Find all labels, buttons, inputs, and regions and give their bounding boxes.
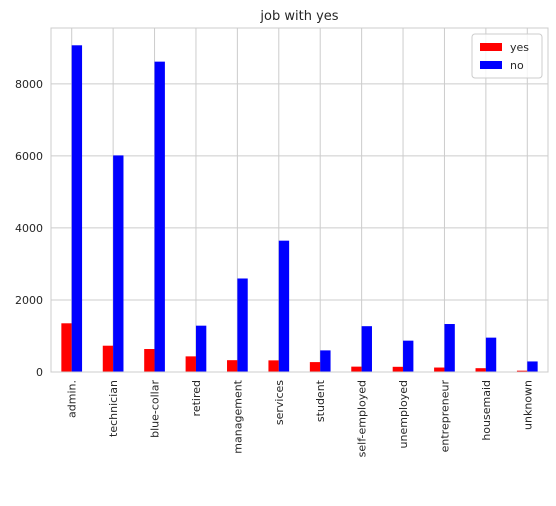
bar-no (237, 278, 248, 372)
bar-yes (102, 345, 114, 372)
x-tick-label: technician (107, 380, 120, 437)
bar-yes (475, 368, 486, 372)
legend-label-no: no (510, 59, 524, 72)
bar-no (71, 45, 83, 373)
bars (61, 45, 538, 373)
y-tick-label: 6000 (15, 150, 43, 163)
bar-no (444, 324, 455, 372)
x-tick-label: services (273, 380, 286, 425)
x-axis-ticks: admin. technician blue-collar retired manage… (66, 379, 535, 457)
plot-frame (50, 27, 549, 373)
x-tick-label: entrepreneur (438, 380, 451, 453)
bar-yes (185, 356, 196, 372)
legend: yes no (471, 33, 543, 79)
legend-label-yes: yes (510, 41, 529, 54)
y-axis-ticks: 0 2000 4000 6000 8000 (15, 78, 43, 379)
bar-no (195, 325, 207, 372)
bar-no (113, 155, 124, 372)
bar-yes (144, 349, 155, 372)
bar-no (527, 361, 538, 372)
x-tick-label: admin. (66, 380, 79, 418)
legend-swatch-yes (480, 43, 502, 51)
chart-title: job with yes (259, 9, 338, 24)
x-tick-label: unknown (521, 380, 534, 430)
x-tick-label: self-employed (356, 380, 369, 457)
x-tick-label: student (314, 379, 327, 422)
legend-swatch-no (480, 61, 502, 69)
bar-yes (516, 370, 528, 372)
bar-yes (351, 366, 362, 372)
bar-no (485, 337, 497, 372)
x-tick-label: blue-collar (149, 380, 162, 438)
y-tick-label: 8000 (15, 78, 43, 91)
bar-no (361, 326, 372, 372)
y-tick-label: 4000 (15, 222, 43, 235)
bar-yes (268, 360, 279, 372)
bar-no (278, 240, 290, 372)
bar-yes (227, 360, 238, 372)
bar-yes (61, 323, 72, 372)
bar-no (403, 340, 414, 372)
y-tick-label: 2000 (15, 294, 43, 307)
x-tick-label: housemaid (480, 380, 493, 441)
legend-box (471, 33, 543, 79)
x-tick-label: management (231, 379, 244, 453)
x-tick-label: unemployed (397, 380, 410, 448)
x-tick-label: retired (190, 380, 203, 416)
bar-no (154, 61, 165, 373)
y-tick-label: 0 (36, 366, 43, 379)
bar-yes (392, 366, 404, 372)
bar-no (320, 350, 331, 372)
bar-yes (309, 362, 321, 372)
bar-yes (434, 367, 445, 372)
